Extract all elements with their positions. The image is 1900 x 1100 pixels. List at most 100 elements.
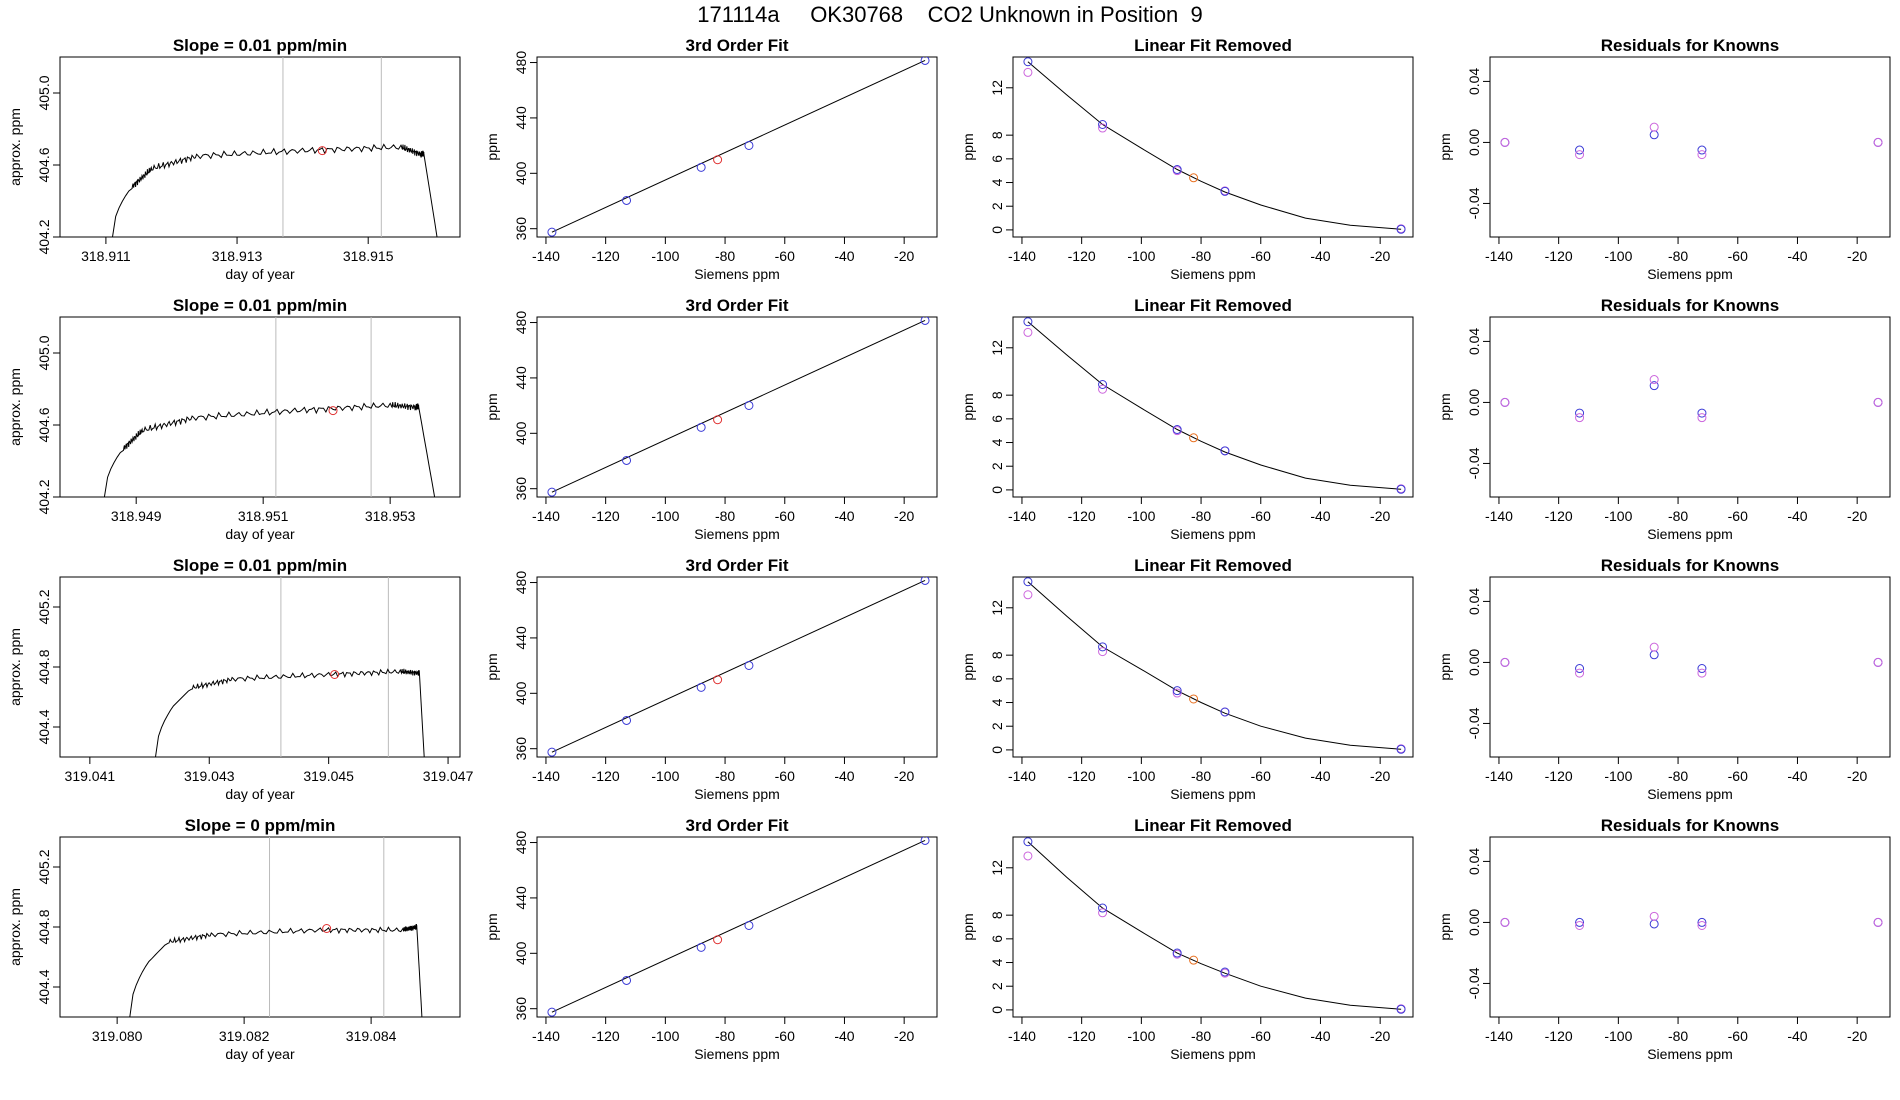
known-point [1172,686,1182,696]
residual-point [1649,911,1659,921]
x-tick-label: -80 [1668,508,1688,524]
x-tick-label: -60 [775,248,795,264]
panel-r1-c4: Residuals for Knowns -140 -120 -100 -80 -60 -4… [1437,36,1891,282]
y-tick-label: 0.04 [1466,328,1482,355]
unknown-point [1189,955,1199,965]
plot-area [547,57,930,237]
known-point [1220,446,1230,456]
x-tick-label: -40 [1310,248,1330,264]
panel-title: Slope = 0.01 ppm/min [173,36,347,55]
x-axis-label: Siemens ppm [694,526,780,542]
known-point [696,942,706,952]
x-tick-label: -140 [532,248,560,264]
known-point [744,920,754,930]
x-tick-label: 319.080 [92,1028,143,1044]
fit-line [551,580,926,753]
residual-point [1649,919,1659,929]
y-tick-label: 405.0 [36,75,52,110]
plot-area [1500,911,1883,930]
plot-area [1023,577,1406,754]
x-tick-label: -100 [1604,768,1632,784]
x-tick-label: -140 [1485,508,1513,524]
known-point [1220,186,1230,196]
x-tick-label: -120 [1068,508,1096,524]
x-tick-label: -120 [1068,248,1096,264]
x-tick-label: -100 [651,768,679,784]
y-tick-label: 404.2 [36,219,52,254]
plot-frame [59,836,461,1018]
known-point [1220,707,1230,717]
y-tick-label: 480 [513,831,529,855]
x-tick-label: -20 [1847,1028,1867,1044]
known-point [622,715,632,725]
x-tick-label: -20 [1370,508,1390,524]
unknown-point [1189,694,1199,704]
residual-point [1697,150,1707,160]
y-tick-label: 400 [513,421,529,445]
panel-r1-c2: 3rd Order Fit -140 -120 -100 -80 -60 -40 -20 Sie… [484,36,938,282]
panel-title: Linear Fit Removed [1134,816,1292,835]
x-tick-label: -40 [1787,508,1807,524]
x-tick-label: 318.953 [365,508,416,524]
x-tick-label: -140 [1008,248,1036,264]
residual-point [1500,137,1510,147]
y-tick-label: 360 [513,737,529,761]
y-axis-label: ppm [484,133,500,160]
panel-r2-c1: Slope = 0.01 ppm/min 318.949 318.951 318.95… [7,296,461,542]
residual-point [1649,381,1659,391]
x-tick-label: 318.911 [81,248,131,264]
x-tick-label: -40 [1310,508,1330,524]
x-tick-label: -120 [1545,1028,1573,1044]
x-tick-label: -20 [1370,768,1390,784]
residual-point [1500,397,1510,407]
known-point [1098,903,1108,913]
x-tick-label: -80 [1191,1028,1211,1044]
x-tick-label: -80 [715,248,735,264]
fitted-point [1023,590,1033,600]
x-tick-label: -20 [1370,1028,1390,1044]
x-tick-label: -80 [1668,1028,1688,1044]
known-point [696,682,706,692]
x-tick-label: -60 [1728,1028,1748,1044]
plot-frame [1012,576,1414,758]
y-tick-label: 0 [989,1006,1005,1014]
residual-point [1575,664,1585,674]
x-tick-label: -120 [1545,248,1573,264]
x-tick-label: 319.082 [219,1028,270,1044]
x-tick-label: -40 [834,508,854,524]
y-tick-label: 12 [989,600,1005,616]
plot-area [1023,317,1406,494]
panel-title: Residuals for Knowns [1601,296,1780,315]
y-tick-label: 4 [989,958,1005,966]
known-point [622,195,632,205]
x-tick-label: -140 [532,508,560,524]
panel-title: Residuals for Knowns [1601,556,1780,575]
x-tick-label: -80 [715,768,735,784]
known-point [1098,642,1108,652]
known-point [920,57,930,65]
panel-r1-c3: Linear Fit Removed -140 -120 -100 -80 -60 -40 -… [960,36,1414,282]
panel-r3-c1: Slope = 0.01 ppm/min 319.041 319.043 319.04… [7,556,474,802]
plot-area [547,837,930,1017]
panel-title: 3rd Order Fit [686,36,789,55]
y-tick-label: 12 [989,80,1005,96]
x-tick-label: -100 [651,508,679,524]
panel-r4-c4: Residuals for Knowns -140 -120 -100 -80 -60 -4… [1437,816,1891,1062]
plot-area [1023,837,1406,1014]
x-tick-label: -120 [592,508,620,524]
unknown-point [713,675,723,685]
y-tick-label: 0.04 [1466,588,1482,615]
plot-frame [1012,316,1414,498]
x-tick-label: -100 [651,248,679,264]
unknown-point [1189,433,1199,443]
plot-frame [59,316,461,498]
plot-frame [59,56,461,238]
y-tick-label: 0.00 [1466,909,1482,936]
plot-frame [1489,316,1891,498]
x-tick-label: -20 [1847,768,1867,784]
panel-title: 3rd Order Fit [686,296,789,315]
plot-area [129,837,423,1017]
fit-curve [1027,321,1402,490]
x-tick-label: -20 [1370,248,1390,264]
known-point [622,455,632,465]
